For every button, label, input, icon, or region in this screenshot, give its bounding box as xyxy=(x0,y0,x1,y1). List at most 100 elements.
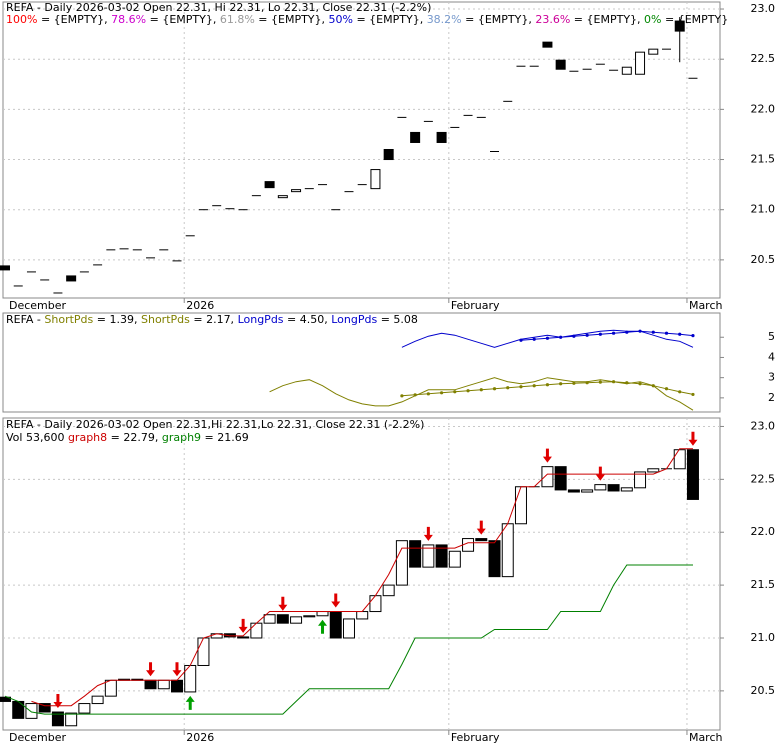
x-tick-label: February xyxy=(451,299,500,312)
box xyxy=(514,486,527,525)
x-tick-label: March xyxy=(689,731,723,744)
box xyxy=(462,538,475,552)
box xyxy=(554,466,567,491)
box xyxy=(607,484,620,492)
series-marker xyxy=(572,334,576,338)
sell-arrow xyxy=(278,596,288,611)
box xyxy=(501,523,514,578)
box xyxy=(567,489,580,493)
box xyxy=(290,616,303,624)
candle-body xyxy=(370,169,381,190)
fib-text: = {EMPTY}, xyxy=(37,13,111,26)
series-marker xyxy=(691,392,695,397)
box xyxy=(581,489,594,493)
series-marker xyxy=(413,393,417,397)
candle-body xyxy=(621,66,632,75)
fib-name: 23.6% xyxy=(535,13,570,26)
fib-text: = {EMPTY}, xyxy=(255,13,329,26)
candle-body xyxy=(66,275,77,282)
y-tick-label: 21.5 xyxy=(751,153,776,166)
series-marker xyxy=(532,384,536,388)
box xyxy=(686,449,699,500)
candle-body xyxy=(436,131,447,143)
candle-body xyxy=(555,59,566,70)
series-marker xyxy=(545,336,550,340)
box xyxy=(435,544,448,568)
box xyxy=(263,614,276,624)
series-marker xyxy=(532,337,536,341)
fib-name: 100% xyxy=(6,13,37,26)
series-marker xyxy=(466,389,470,393)
fib-name: 61.8% xyxy=(220,13,255,26)
box xyxy=(0,696,11,702)
legend-name: ShortPds xyxy=(141,313,190,326)
box xyxy=(409,540,422,568)
series-marker xyxy=(519,338,523,342)
series-marker xyxy=(598,380,602,384)
x-tick-label: March xyxy=(689,299,723,312)
box xyxy=(342,618,355,639)
volume-label: Vol 53,600 xyxy=(6,431,68,444)
box xyxy=(104,679,117,697)
legend-value: = 4.50, xyxy=(284,313,332,326)
x-tick-label: February xyxy=(451,731,500,744)
series-line xyxy=(401,329,694,348)
series-marker xyxy=(691,334,695,338)
box xyxy=(673,449,686,470)
box xyxy=(448,550,461,568)
series-marker xyxy=(611,380,616,384)
series-marker xyxy=(559,382,563,386)
y-tick-label: 21.5 xyxy=(751,578,776,591)
box xyxy=(38,703,51,713)
signal-legend: Vol 53,600 graph8 = 22.79, graph9 = 21.6… xyxy=(6,431,249,444)
box xyxy=(65,712,78,727)
series-line xyxy=(31,448,693,707)
legend-name: ShortPds xyxy=(44,313,93,326)
series-marker xyxy=(572,381,576,385)
series-marker xyxy=(439,391,444,395)
fib-text: = {EMPTY}, xyxy=(570,13,644,26)
box xyxy=(170,679,183,693)
legend-name: graph8 xyxy=(68,431,107,444)
sell-arrow xyxy=(238,618,248,633)
box xyxy=(475,538,488,542)
series-marker xyxy=(519,385,523,389)
box xyxy=(488,540,501,578)
box xyxy=(237,636,250,639)
y-tick-label: 20.5 xyxy=(751,253,776,266)
box xyxy=(382,584,395,597)
series-marker xyxy=(492,387,497,391)
y-tick-label: 3 xyxy=(768,371,775,384)
y-tick-label: 5 xyxy=(768,330,775,343)
y-tick-label: 20.5 xyxy=(751,684,776,697)
fib-text: = {EMPTY}, xyxy=(353,13,427,26)
y-tick-label: 22.5 xyxy=(751,472,776,485)
candle-body xyxy=(264,181,275,189)
y-tick-label: 22.0 xyxy=(751,102,776,115)
x-tick-label: December xyxy=(9,731,67,744)
series-marker xyxy=(638,382,642,386)
x-tick-label: 2026 xyxy=(186,299,214,312)
y-tick-label: 21.0 xyxy=(751,631,776,644)
legend-name: LongPds xyxy=(238,313,284,326)
fib-name: 0% xyxy=(644,13,661,26)
box xyxy=(329,611,342,639)
box xyxy=(250,622,263,639)
box xyxy=(51,711,64,727)
indicator-panel-frame xyxy=(2,312,721,413)
series-marker xyxy=(506,386,510,390)
box xyxy=(594,484,607,491)
series-marker xyxy=(400,394,404,398)
series-marker xyxy=(651,330,655,334)
price-panel-frame xyxy=(2,1,721,299)
series-marker xyxy=(426,392,430,396)
fib-name: 50% xyxy=(329,13,353,26)
sell-arrow xyxy=(331,593,341,608)
series-marker xyxy=(678,390,682,394)
fib-name: 38.2% xyxy=(427,13,462,26)
fib-legend: 100% = {EMPTY}, 78.6% = {EMPTY}, 61.8% =… xyxy=(6,13,728,26)
fib-text: = {EMPTY} xyxy=(661,13,728,26)
candle-body xyxy=(277,195,288,199)
y-tick-label: 23.0 xyxy=(751,2,776,15)
series-marker xyxy=(585,381,589,385)
